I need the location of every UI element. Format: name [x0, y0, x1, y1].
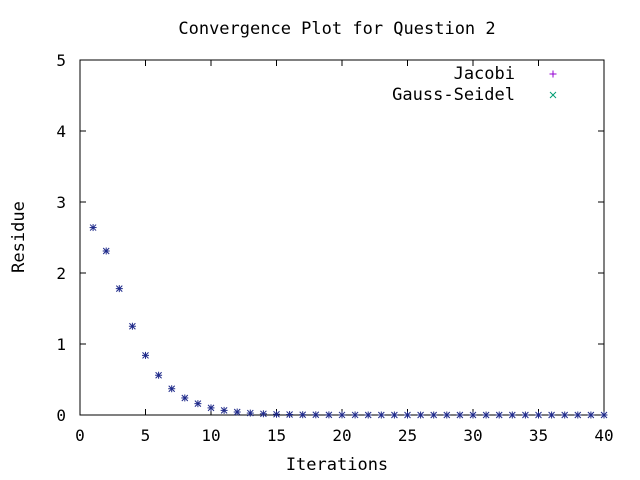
- point-gauss-seidel: [587, 411, 595, 419]
- point-gauss-seidel: [273, 410, 280, 418]
- y-axis-ticks: 0 1 2 3 4 5: [56, 51, 604, 425]
- x-tick-label: 35: [529, 426, 548, 445]
- point-gauss-seidel: [404, 411, 411, 419]
- x-tick-label: 15: [267, 426, 286, 445]
- point-gauss-seidel: [115, 285, 123, 292]
- point-gauss-seidel: [89, 224, 97, 231]
- point-gauss-seidel: [561, 411, 569, 419]
- point-gauss-seidel: [377, 411, 385, 419]
- point-gauss-seidel: [364, 411, 372, 419]
- legend-plus-icon: [549, 70, 557, 78]
- y-tick-label: 0: [56, 406, 66, 425]
- x-tick-label: 25: [398, 426, 417, 445]
- point-gauss-seidel: [417, 411, 424, 419]
- point-gauss-seidel: [522, 411, 529, 419]
- point-gauss-seidel: [286, 411, 293, 418]
- x-tick-label: 40: [594, 426, 613, 445]
- x-tick-label: 30: [463, 426, 482, 445]
- chart-title: Convergence Plot for Question 2: [178, 19, 495, 39]
- legend-cross-icon: [549, 91, 557, 99]
- point-gauss-seidel: [102, 247, 110, 255]
- point-gauss-seidel: [155, 371, 162, 379]
- x-axis-ticks: 0 5 10 15 20 25 30 35 40: [75, 60, 614, 445]
- x-tick-label: 20: [332, 426, 351, 445]
- point-gauss-seidel: [574, 411, 582, 419]
- y-tick-label: 4: [56, 122, 66, 141]
- y-tick-label: 5: [56, 51, 66, 70]
- point-gauss-seidel: [535, 411, 542, 419]
- x-tick-label: 10: [201, 426, 220, 445]
- point-gauss-seidel: [233, 408, 241, 416]
- point-gauss-seidel: [351, 411, 359, 419]
- legend-label-jacobi: Jacobi: [454, 64, 515, 84]
- legend-marker-gauss-seidel: [549, 91, 557, 99]
- legend-label-gauss-seidel: Gauss-Seidel: [392, 85, 515, 105]
- point-gauss-seidel: [194, 400, 202, 407]
- x-tick-label: 0: [75, 426, 85, 445]
- legend: Jacobi Gauss-Seidel: [392, 64, 557, 105]
- x-axis-label: Iterations: [286, 455, 388, 475]
- point-gauss-seidel: [456, 411, 464, 419]
- point-gauss-seidel: [495, 411, 503, 419]
- point-gauss-seidel: [220, 407, 228, 414]
- point-gauss-seidel: [548, 411, 555, 419]
- point-gauss-seidel: [325, 411, 333, 419]
- y-tick-label: 3: [56, 193, 66, 212]
- point-gauss-seidel: [482, 411, 490, 419]
- plot-frame: [79, 59, 605, 416]
- point-gauss-seidel: [142, 352, 149, 359]
- point-gauss-seidel: [129, 322, 136, 330]
- point-gauss-seidel: [430, 411, 438, 419]
- point-gauss-seidel: [469, 411, 477, 419]
- point-gauss-seidel: [168, 385, 176, 393]
- legend-marker-jacobi: [549, 70, 557, 78]
- point-gauss-seidel: [207, 404, 215, 412]
- point-gauss-seidel: [312, 411, 320, 419]
- point-gauss-seidel: [600, 411, 608, 419]
- point-gauss-seidel: [508, 411, 516, 419]
- point-gauss-seidel: [260, 410, 267, 418]
- point-gauss-seidel: [181, 394, 189, 402]
- data-points: [89, 224, 608, 419]
- point-gauss-seidel: [246, 409, 254, 417]
- y-axis-label: Residue: [9, 201, 29, 273]
- y-tick-label: 1: [56, 335, 66, 354]
- point-gauss-seidel: [299, 411, 307, 419]
- point-gauss-seidel: [338, 411, 346, 419]
- x-tick-label: 5: [141, 426, 151, 445]
- y-tick-label: 2: [56, 264, 66, 283]
- point-gauss-seidel: [443, 411, 451, 419]
- point-gauss-seidel: [391, 411, 398, 419]
